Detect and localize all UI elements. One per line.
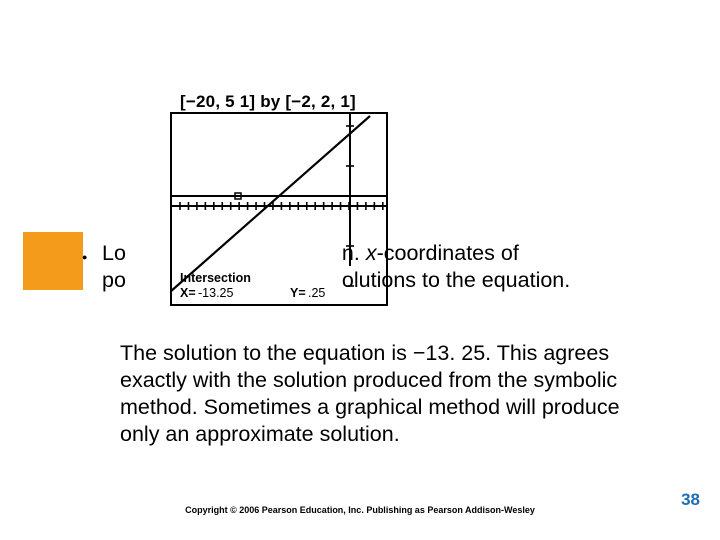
text-fragment: -coordinates of xyxy=(377,241,519,265)
explanation-paragraph: The solution to the equation is −13. 25.… xyxy=(120,340,640,448)
text-fragment: Lo xyxy=(102,241,126,265)
viewing-window-label: [−20, 5 1] by [−2, 2, 1] xyxy=(180,92,356,112)
italic-x: x xyxy=(366,241,377,265)
minus-sign: − xyxy=(186,92,196,111)
bullet-marker: ● xyxy=(82,252,87,262)
bullet-paragraph: Lo n. x-coordinates of po olutions to the … xyxy=(102,240,662,294)
text-fragment: olutions to the equation. xyxy=(342,268,570,292)
window-text-1: 20, 5 1] by [ xyxy=(196,92,291,111)
text-fragment: The solution to the equation is xyxy=(120,341,413,365)
text-fragment: n. xyxy=(342,241,366,265)
accent-bar xyxy=(23,232,83,290)
minus-sign: − xyxy=(413,341,426,365)
window-text-2: 2, 2, 1] xyxy=(301,92,356,111)
minus-sign: − xyxy=(291,92,301,111)
text-fragment: po xyxy=(102,268,126,292)
page-number: 38 xyxy=(681,490,700,510)
copyright-line: Copyright © 2006 Pearson Education, Inc.… xyxy=(0,505,720,515)
